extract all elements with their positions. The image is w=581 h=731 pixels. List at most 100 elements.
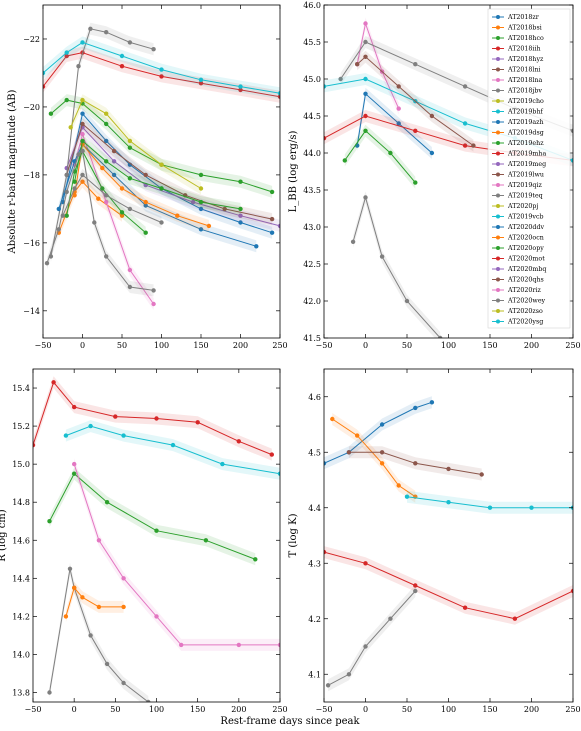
point-AT2018hco (203, 538, 209, 543)
point-AT2018hco (104, 121, 109, 127)
point-AT2019bhf (119, 53, 125, 59)
point-AT2018bsi (80, 595, 85, 600)
legend-marker (496, 36, 500, 40)
y-axis-label: R (log cm) (0, 509, 8, 561)
point-AT2020wey (363, 644, 368, 649)
point-AT2019azh (56, 206, 61, 212)
point-AT2018zr (379, 422, 385, 427)
point-AT2018iih (198, 81, 204, 86)
point-AT2019bhf (88, 423, 93, 429)
point-AT2018bsi (72, 585, 77, 590)
point-AT2019azh (198, 227, 204, 232)
point-AT2018jbv (363, 39, 368, 45)
point-AT2018iih (159, 74, 164, 79)
point-AT2018bsi (355, 433, 360, 438)
series-line-AT2018iih (33, 381, 272, 456)
legend-label: AT2018iih (507, 46, 541, 53)
point-AT2018lni (80, 121, 85, 127)
y-tick-label: 14.4 (12, 574, 30, 583)
point-AT2018iih (72, 404, 77, 410)
point-AT2019bhf (277, 91, 280, 96)
legend-marker (496, 78, 500, 82)
point-AT2020wey (80, 148, 85, 154)
point-AT2018lni (379, 450, 385, 455)
series-line-AT2018iih (43, 52, 280, 98)
point-AT2019teq (127, 206, 133, 212)
y-tick-label: 13.8 (12, 688, 30, 697)
y-tick-label: 14.0 (12, 650, 30, 659)
point-AT2018iih (33, 442, 36, 448)
point-AT2018lna (80, 131, 85, 137)
x-tick-label: 0 (363, 341, 368, 350)
point-AT2018hyz (277, 223, 280, 229)
point-AT2018hco (127, 145, 133, 150)
band-AT2018hco (344, 124, 416, 189)
x-tick-label: 150 (482, 705, 497, 714)
point-AT2018iih (238, 87, 243, 93)
point-AT2019dsg (206, 223, 212, 229)
point-AT2018jbv (104, 661, 110, 667)
point-AT2019cho (104, 111, 109, 116)
x-tick-label: 250 (272, 341, 287, 350)
x-tick-label: 250 (272, 705, 287, 714)
point-AT2018hco (363, 128, 368, 133)
point-AT2018lni (111, 148, 117, 154)
y-axis-label: T (log K) (288, 513, 299, 557)
x-tick-label: 100 (441, 705, 456, 714)
point-AT2018iih (195, 420, 200, 425)
y-tick-label: −16 (23, 239, 40, 248)
point-AT2019dsg (175, 213, 180, 218)
point-AT2018zr (80, 111, 85, 116)
point-AT2020opy (238, 206, 243, 212)
x-tick-label: 150 (482, 341, 497, 350)
point-AT2019teq (159, 220, 164, 225)
y-tick-label: 4.5 (308, 448, 321, 457)
point-AT2018lni (269, 216, 275, 222)
legend-marker (496, 225, 500, 229)
x-tick-label: 200 (233, 341, 248, 350)
point-AT2019bhf (570, 158, 573, 163)
point-AT2020wey (44, 261, 50, 266)
point-AT2020wey (438, 335, 443, 338)
legend-marker (496, 120, 500, 124)
point-AT2019bhf (198, 77, 204, 83)
point-AT2020opy (127, 176, 133, 181)
point-AT2019dsg (72, 193, 77, 198)
point-AT2018zr (198, 206, 204, 212)
legend-marker (496, 15, 500, 19)
y-tick-label: 4.4 (308, 504, 321, 513)
plot-area (324, 396, 573, 692)
point-AT2018bsi (80, 179, 85, 184)
legend-marker (496, 183, 500, 187)
point-AT2018lni (222, 206, 227, 212)
legend-marker (496, 141, 500, 145)
point-AT2019cho (198, 186, 204, 191)
point-AT2020opy (104, 159, 109, 164)
point-AT2020qhs (471, 143, 476, 148)
point-AT2019bhf (220, 461, 225, 467)
series-line-AT2019cho (70, 99, 202, 189)
point-AT2019cho (68, 125, 73, 130)
point-AT2018hco (198, 172, 204, 178)
point-AT2018bsi (396, 483, 401, 488)
x-tick-label: 0 (80, 341, 85, 350)
y-tick-label: 14.6 (12, 536, 30, 545)
legend-marker (496, 309, 500, 313)
band-AT2018bsi (65, 581, 124, 623)
point-AT2019bhf (277, 471, 280, 476)
point-AT2019teq (72, 186, 77, 191)
point-AT2018iih (43, 84, 46, 89)
point-AT2018lna (72, 461, 77, 467)
legend-label: AT2018hyz (507, 56, 544, 63)
point-AT2020wey (379, 254, 385, 259)
series-line-AT2019bhf (65, 425, 280, 475)
point-AT2019azh (143, 203, 148, 208)
y-tick-label: 42.0 (303, 297, 321, 306)
point-AT2020opy (80, 138, 85, 144)
band-AT2019azh (58, 138, 257, 253)
legend-label: AT2020mot (507, 256, 545, 263)
legend-label: AT2018hco (507, 35, 544, 42)
band-AT2020opy (74, 134, 241, 215)
point-AT2019bhf (43, 70, 46, 76)
legend-marker (496, 172, 500, 177)
